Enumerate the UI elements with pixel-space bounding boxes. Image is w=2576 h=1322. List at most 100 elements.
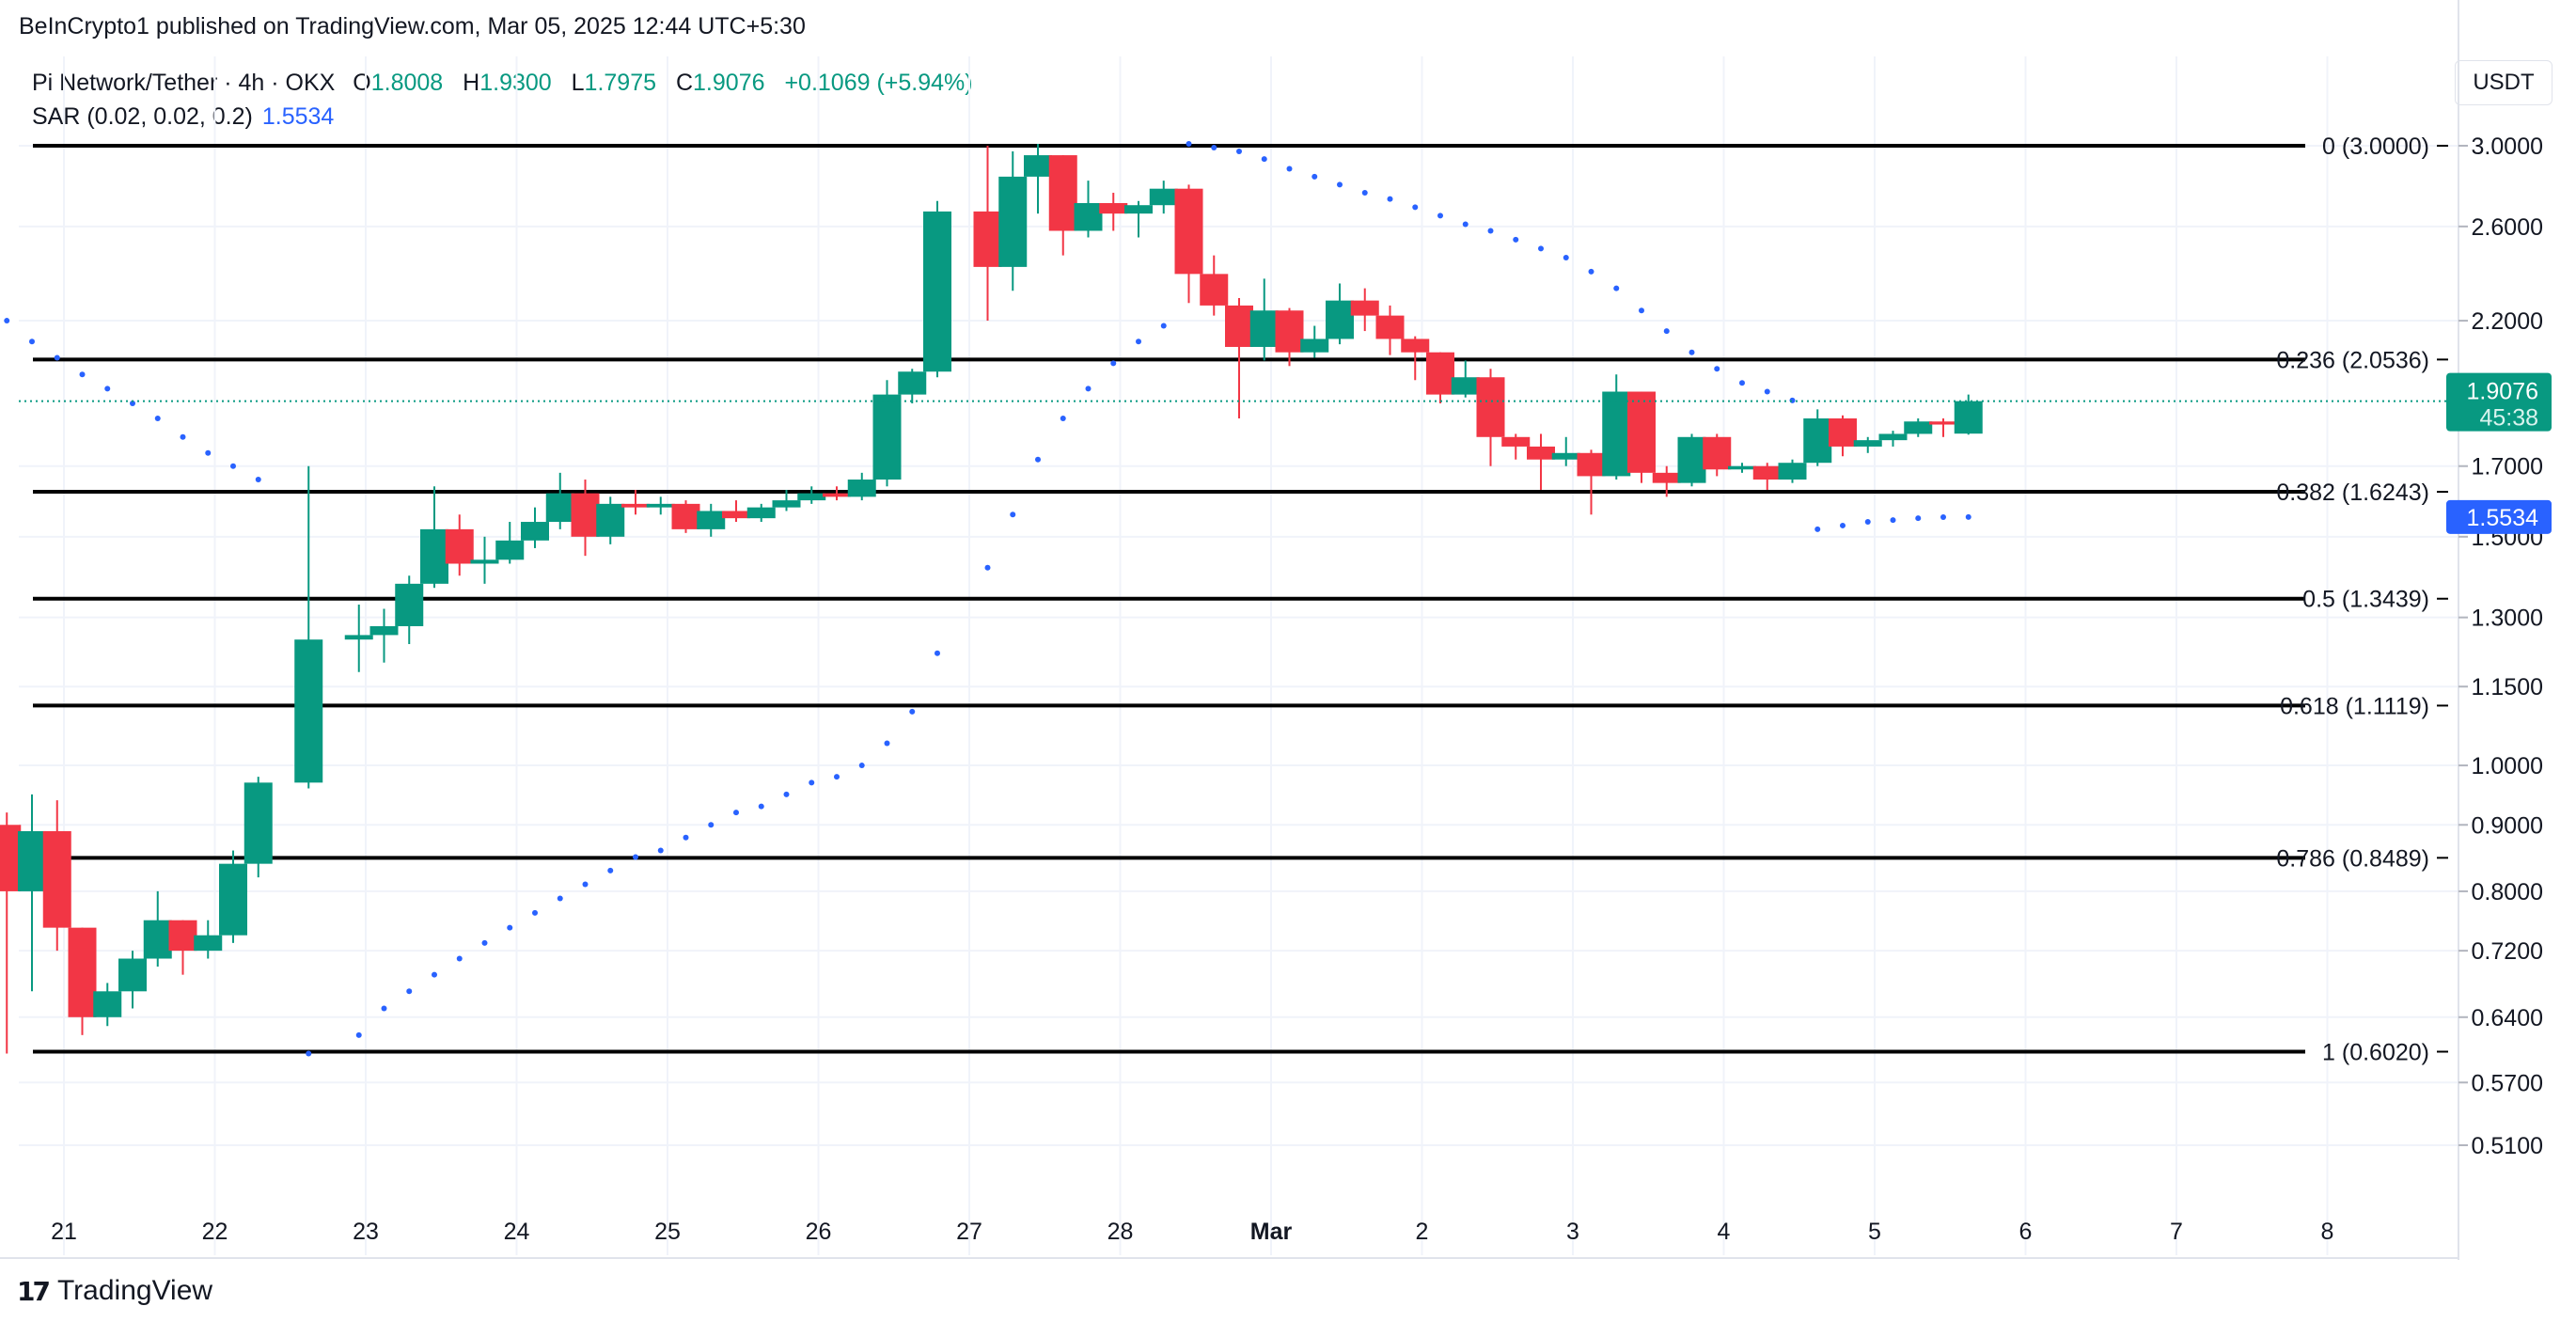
candle-down	[68, 927, 97, 1035]
candle-body	[898, 371, 927, 395]
sar-dot	[1764, 388, 1770, 395]
sar-dot	[858, 763, 865, 769]
sar-dot	[230, 463, 236, 469]
fib-level-label: 0.618 (1.1119)	[2280, 693, 2429, 719]
sar-dot	[657, 847, 664, 854]
candle-up	[1300, 325, 1329, 358]
candle-body	[596, 503, 625, 537]
fib-level-label: 1 (0.6020)	[2322, 1040, 2429, 1066]
candle-body	[118, 958, 147, 992]
sar-dot	[809, 779, 815, 786]
candle-body	[1426, 352, 1454, 395]
candle-down	[1652, 465, 1681, 497]
sar-dot	[1739, 380, 1745, 386]
candle-up	[1878, 431, 1908, 447]
legend-sar-row[interactable]: SAR (0.02, 0.02, 0.2) 1.5534	[32, 100, 986, 134]
sar-dot	[355, 1031, 362, 1038]
sar-dot	[4, 318, 10, 324]
candle-body	[1954, 401, 1983, 434]
candle-body	[1350, 300, 1379, 316]
candle-up	[797, 486, 826, 504]
parabolic-sar	[4, 141, 1971, 1057]
candle-body	[571, 493, 600, 537]
candle-up	[1778, 459, 1807, 483]
candle-up	[596, 496, 625, 544]
sar-dot	[708, 822, 715, 828]
sar-price-badge-bg	[2446, 499, 2552, 534]
candle-up	[1551, 436, 1580, 466]
sar-dot	[104, 386, 111, 392]
candle-up	[697, 503, 726, 537]
candle-body	[545, 493, 574, 523]
sar-price-badge[interactable]: 1.5534	[2446, 499, 2552, 534]
candle-body	[42, 830, 71, 928]
symbol-label[interactable]: Pi Network/Tether · 4h · OKX	[32, 70, 336, 96]
price-axis[interactable]: 3.00002.60002.20001.70001.50001.30001.15…	[2446, 134, 2552, 1159]
candle-body	[395, 583, 424, 626]
candle-up	[143, 890, 172, 968]
candle-down	[1703, 433, 1732, 477]
x-tick-label: 5	[1868, 1219, 1881, 1245]
candle-down	[1929, 418, 1957, 437]
sar-dot	[1136, 338, 1141, 345]
candle-up	[772, 489, 801, 511]
sar-dot	[406, 988, 413, 995]
candle-down	[0, 812, 22, 1054]
y-tick-label: 1.7000	[2472, 454, 2543, 480]
sar-dot	[1513, 236, 1519, 243]
y-tick-label: 0.5700	[2472, 1070, 2543, 1096]
candle-body	[68, 927, 97, 1017]
x-tick-label: 6	[2019, 1219, 2033, 1245]
candle-body	[746, 507, 776, 519]
tradingview-logo[interactable]: 𝟭𝟳 TradingView	[17, 1275, 212, 1307]
candle-up	[1803, 409, 1832, 466]
candle-body	[521, 522, 549, 541]
sar-dot	[130, 401, 135, 407]
sar-dot	[1588, 268, 1594, 275]
x-tick-label: 8	[2321, 1219, 2334, 1245]
candle-body	[1853, 440, 1882, 447]
candle-body	[697, 511, 726, 529]
publisher-line: BeInCrypto1 published on TradingView.com…	[19, 13, 806, 39]
sar-dot	[54, 354, 60, 361]
candle-up	[1249, 278, 1279, 361]
candle-up	[1326, 283, 1354, 345]
sar-dot	[1940, 513, 1946, 520]
sar-dot	[1337, 181, 1343, 188]
candle-body	[1829, 418, 1857, 447]
candle-body	[1803, 418, 1832, 464]
sar-dot	[1890, 517, 1896, 524]
candle-body	[1225, 305, 1253, 347]
candle-up	[1074, 181, 1103, 238]
sar-dot	[1085, 386, 1092, 392]
candle-down	[1048, 155, 1077, 256]
time-axis[interactable]: 21 22 23 24 25 26 27 28 Mar 2 3 4 5 6 7 8	[51, 1219, 2333, 1245]
candle-body	[1677, 436, 1706, 483]
candle-body	[294, 639, 323, 783]
candle-body	[1174, 188, 1203, 275]
sar-dot	[1462, 221, 1469, 228]
candle-body	[923, 211, 951, 372]
candle-body	[219, 863, 247, 936]
candle-up	[1024, 144, 1052, 214]
tradingview-brand: TradingView	[56, 1275, 213, 1306]
candle-body	[1375, 315, 1405, 339]
candle-body	[243, 782, 273, 864]
candle-body	[1024, 155, 1052, 177]
candle-body	[168, 920, 197, 952]
sar-dot	[1613, 285, 1620, 291]
currency-button[interactable]: USDT	[2455, 60, 2552, 105]
sar-dot	[255, 477, 261, 483]
candle-down	[42, 800, 71, 952]
sar-dot	[1286, 165, 1293, 172]
candle-down	[1099, 193, 1128, 231]
candle-down	[1829, 415, 1857, 457]
sar-dot	[834, 774, 840, 780]
candle-body	[93, 991, 122, 1017]
candle-body	[1551, 452, 1580, 460]
sar-dot	[984, 564, 991, 571]
y-tick-label: 3.0000	[2472, 134, 2543, 160]
sar-dot	[29, 338, 35, 345]
